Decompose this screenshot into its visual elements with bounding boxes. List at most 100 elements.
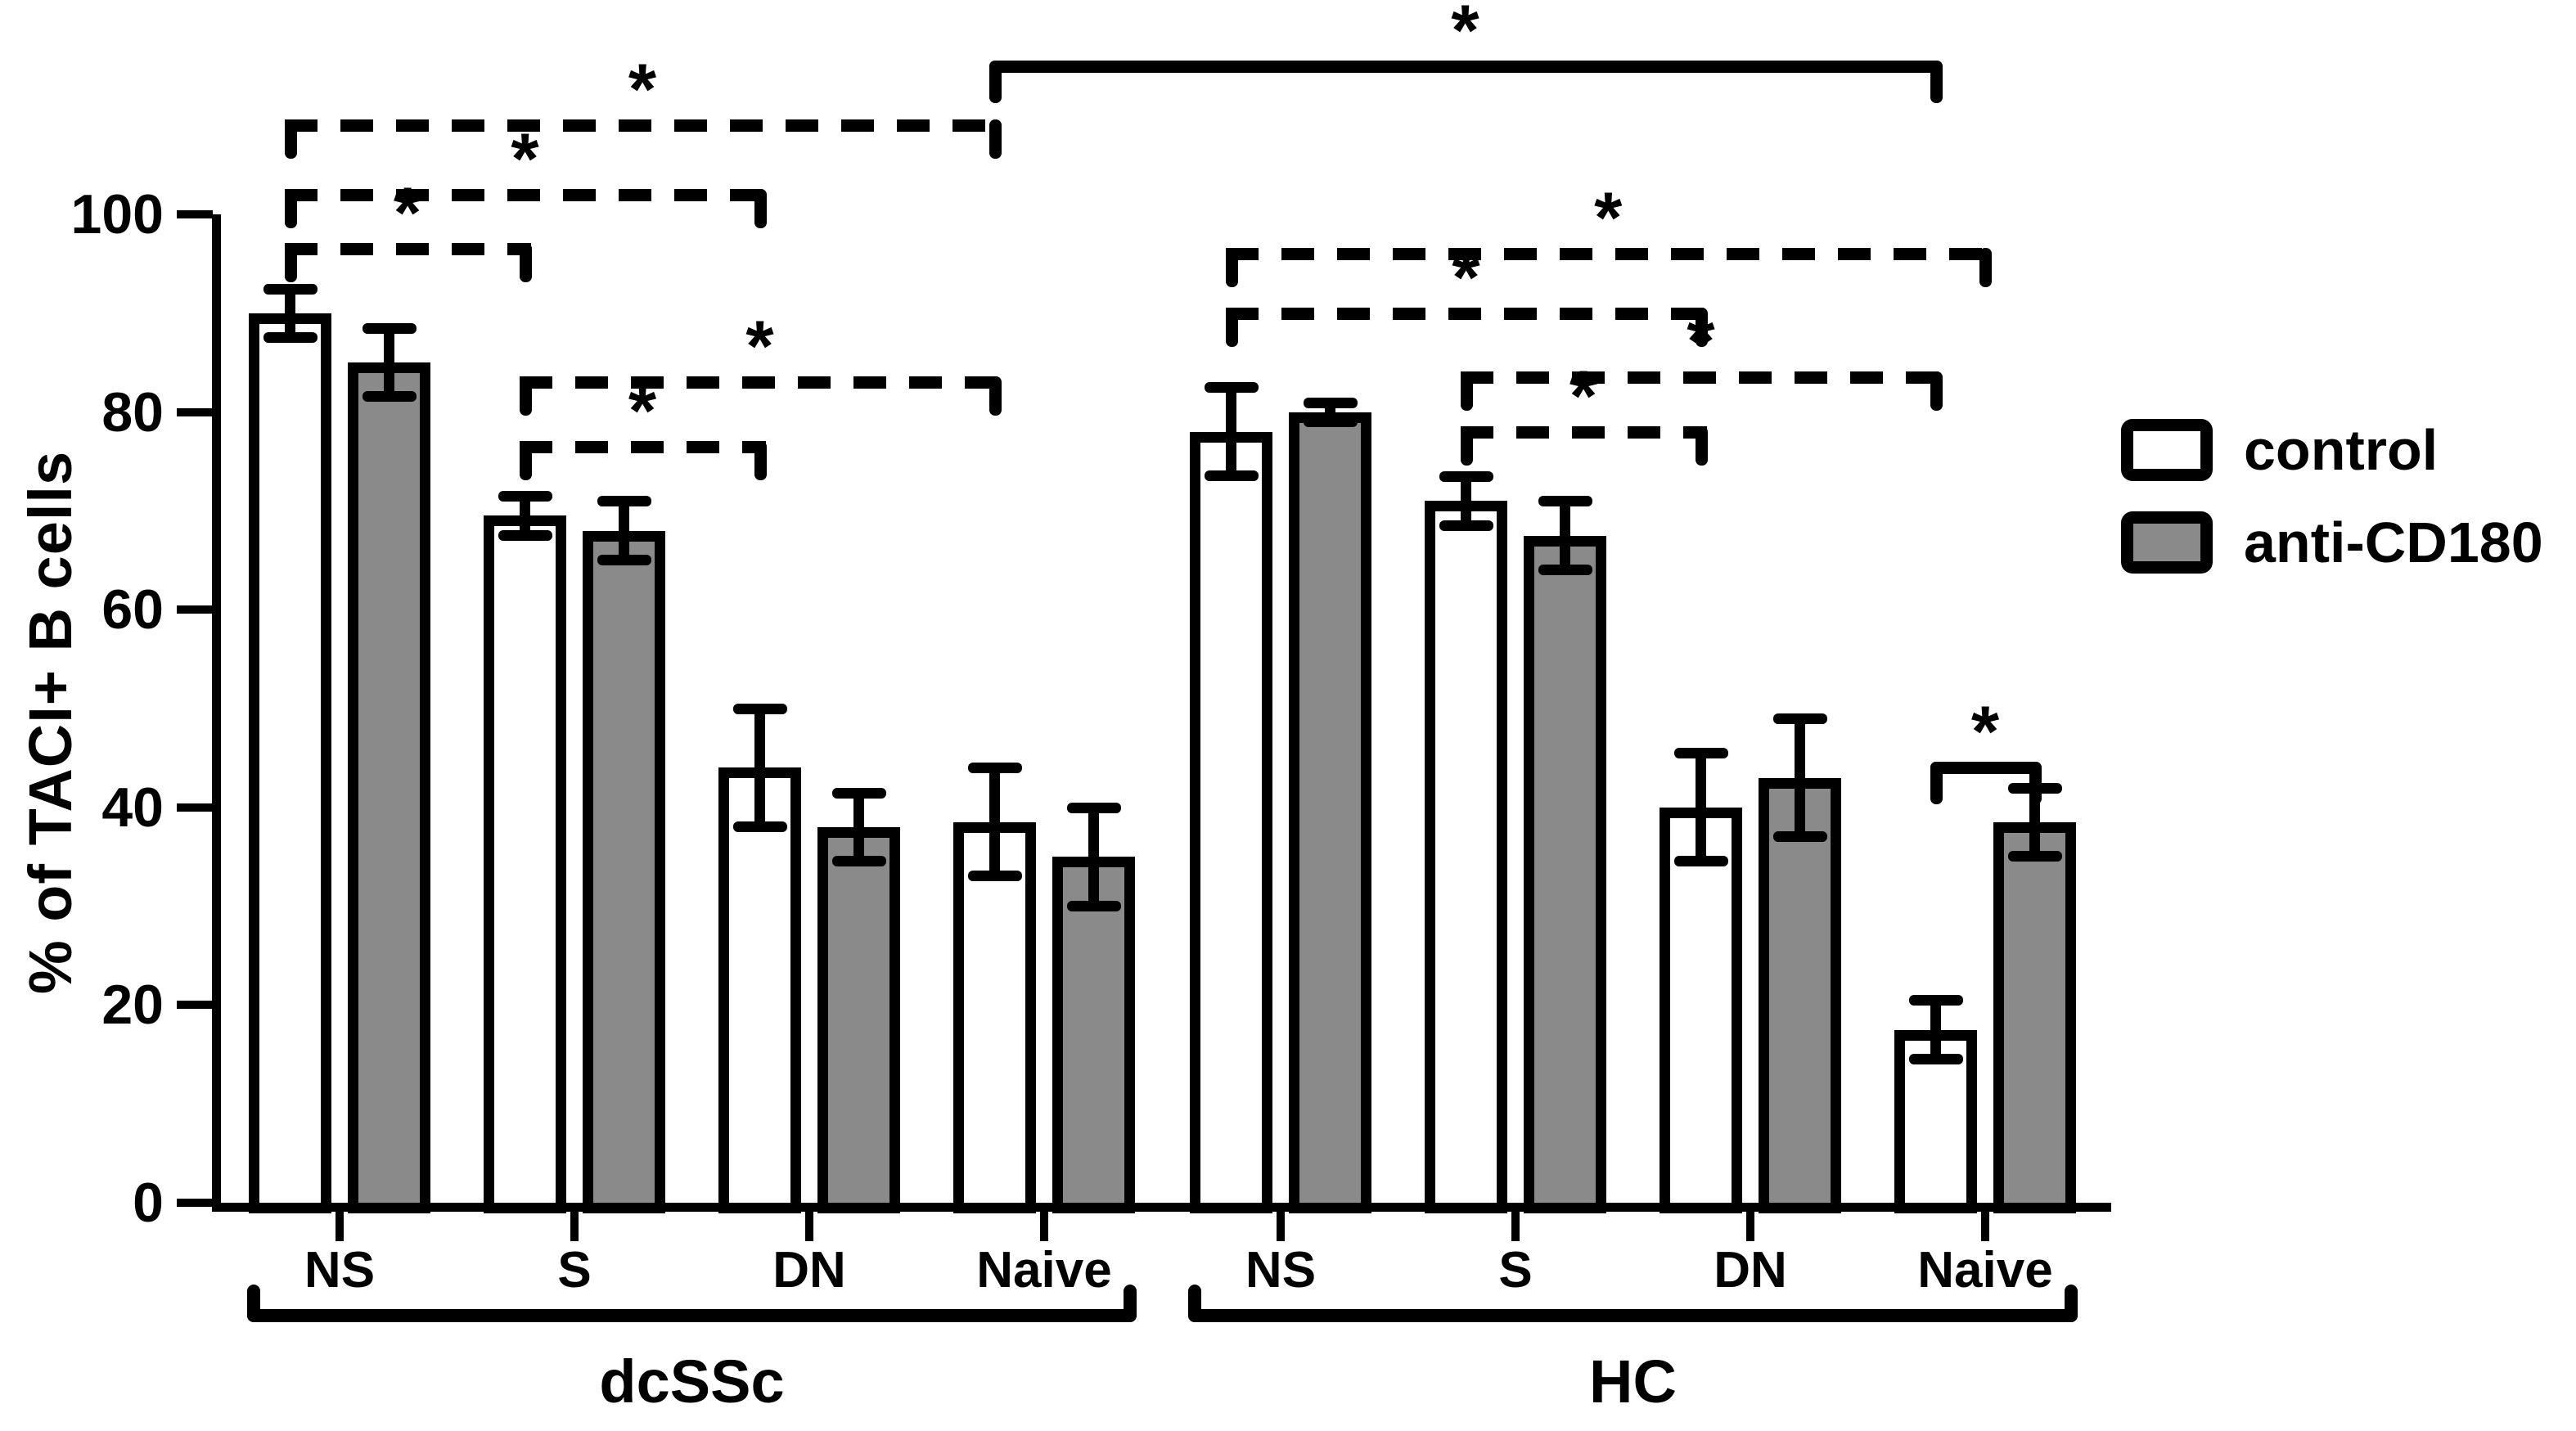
error-bar-cap-top [498, 491, 552, 502]
x-category-label: S [1498, 1242, 1533, 1298]
error-bar-cap-top [1908, 995, 1963, 1006]
y-tick-label: 40 [101, 776, 164, 839]
legend-swatch-control-icon [2121, 419, 2213, 481]
error-bar-line [520, 496, 530, 536]
bar-dcssc-s-anti-CD180 [583, 530, 665, 1213]
y-axis-tick [177, 1199, 213, 1207]
x-axis-tick [805, 1210, 813, 1241]
group-brace [247, 1309, 1137, 1322]
error-bar-line [1795, 718, 1805, 838]
significance-bracket-solid [1930, 762, 2041, 775]
error-bar-line [1930, 1000, 1941, 1060]
legend-swatch-anti-cd180-icon [2121, 511, 2213, 574]
bracket-drop-right [1695, 425, 1708, 466]
bracket-drop-left [284, 243, 297, 283]
bar-dcssc-naive-anti-CD180 [1052, 857, 1135, 1213]
error-bar-line [384, 327, 394, 398]
bracket-drop-right [989, 376, 1002, 416]
y-tick-label: 20 [101, 974, 164, 1037]
x-category-label: Naive [976, 1242, 1112, 1298]
bar-dcssc-s-control [484, 515, 566, 1213]
x-category-label: Naive [1917, 1242, 2053, 1298]
bar-hc-ns-control [1190, 431, 1272, 1213]
significance-bracket-dashed [284, 119, 1001, 133]
x-category-label: DN [1714, 1242, 1787, 1298]
error-bar-cap-bottom [597, 554, 651, 565]
group-brace-hook-left [247, 1285, 260, 1322]
error-bar-cap-bottom [263, 332, 317, 343]
error-bar-line [1696, 753, 1706, 862]
bracket-drop-left [1460, 425, 1473, 466]
error-bar-cap-bottom [1303, 416, 1358, 427]
significance-bracket-dashed [1225, 307, 1707, 320]
bracket-drop-right [2029, 762, 2042, 805]
y-axis-tick [177, 605, 213, 614]
x-category-label: S [557, 1242, 592, 1298]
significance-bracket-dashed [284, 243, 531, 256]
error-bar-line [1560, 501, 1570, 570]
significance-asterisk: * [393, 172, 422, 254]
significance-asterisk: * [745, 305, 774, 387]
error-bar-line [2029, 787, 2040, 857]
group-brace-hook-left [1188, 1285, 1201, 1322]
error-bar-cap-top [1673, 748, 1728, 759]
error-bar-cap-bottom [2007, 851, 2062, 862]
significance-asterisk: * [1970, 691, 2000, 772]
significance-bracket-dashed [519, 440, 766, 453]
error-bar-cap-top [1204, 382, 1259, 394]
bracket-drop-left [1225, 248, 1238, 288]
significance-asterisk: * [1687, 300, 1715, 382]
error-bar-line [619, 501, 629, 560]
error-bar-cap-top [732, 704, 787, 714]
group-brace [1188, 1309, 2078, 1322]
error-bar-cap-top [597, 496, 651, 507]
x-category-label: NS [304, 1242, 376, 1298]
y-tick-label: 0 [133, 1172, 164, 1234]
bar-hc-s-anti-CD180 [1524, 535, 1606, 1213]
error-bar-cap-bottom [831, 856, 886, 867]
significance-asterisk: * [628, 48, 657, 130]
significance-asterisk: * [1569, 354, 1598, 436]
error-bar-cap-top [1772, 713, 1827, 725]
error-bar-cap-top [831, 787, 886, 799]
error-bar-cap-bottom [1439, 520, 1493, 531]
y-tick-label: 100 [70, 183, 164, 245]
error-bar-line [1088, 807, 1099, 907]
y-axis-tick [177, 407, 213, 416]
error-bar-cap-bottom [362, 391, 417, 403]
x-axis-tick [336, 1210, 344, 1241]
y-axis-tick [177, 803, 213, 812]
bracket-drop-left [519, 376, 532, 416]
bar-dcssc-ns-control [249, 313, 331, 1213]
error-bar-cap-top [263, 283, 317, 295]
group-label: dcSSc [599, 1348, 785, 1415]
error-bar-cap-bottom [1204, 470, 1259, 482]
bracket-drop-right [989, 119, 1002, 160]
bar-hc-naive-anti-CD180 [1993, 821, 2076, 1213]
x-axis-line [212, 1203, 2111, 1212]
group-label: HC [1589, 1348, 1677, 1415]
error-bar-line [1461, 476, 1471, 526]
error-bar-cap-bottom [1066, 900, 1121, 911]
error-bar-cap-top [1439, 471, 1493, 483]
bracket-drop-right [1695, 307, 1708, 347]
error-bar-cap-top [362, 322, 417, 334]
legend-label-anti-cd180: anti-CD180 [2244, 511, 2543, 574]
significance-bracket-dashed [1460, 371, 1942, 385]
significance-bracket-dashed [519, 376, 1001, 389]
y-axis-tick [177, 1001, 213, 1010]
bracket-drop-right [754, 440, 767, 480]
x-axis-tick [1277, 1210, 1285, 1241]
significance-asterisk: * [1594, 177, 1623, 259]
bracket-drop-right [754, 188, 767, 228]
significance-asterisk: * [1451, 0, 1479, 70]
error-bar-cap-bottom [1538, 564, 1592, 575]
y-axis-line [212, 214, 221, 1212]
significance-bracket-dashed [1225, 248, 1991, 261]
significance-bracket-solid [989, 60, 1942, 73]
bracket-drop-left [1460, 371, 1473, 412]
error-bar-line [754, 709, 765, 827]
bar-hc-s-control [1425, 501, 1507, 1213]
error-bar-cap-bottom [1673, 856, 1728, 867]
